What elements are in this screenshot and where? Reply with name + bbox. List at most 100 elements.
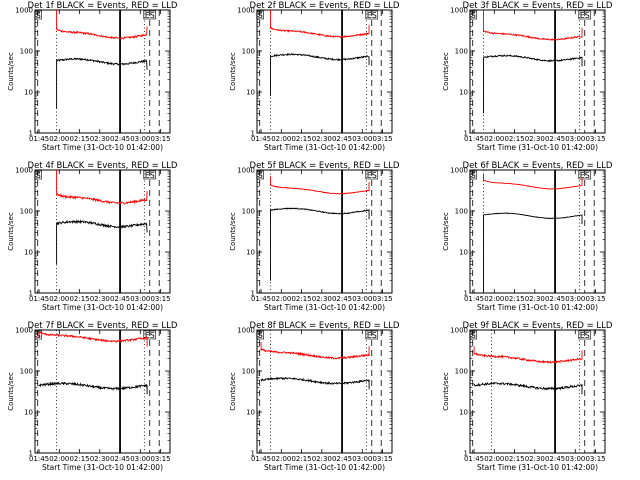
x-tick-label: 02:45 bbox=[110, 455, 130, 463]
x-tick-label: 03:15 bbox=[372, 455, 392, 463]
y-tick-label: 10 bbox=[24, 249, 33, 257]
x-tick-label: 03:00 bbox=[565, 295, 585, 303]
panel-title: Det 9f BLACK = Events, RED = LLD bbox=[463, 321, 613, 331]
start-mark-label: S bbox=[36, 11, 41, 20]
x-tick-label: 02:00 bbox=[49, 295, 69, 303]
x-tick-label: 03:15 bbox=[150, 295, 170, 303]
y-tick-label: 100 bbox=[242, 48, 255, 56]
y-tick-label: 10 bbox=[24, 409, 33, 417]
x-axis-label: Start Time (31-Oct-10 01:42:00) bbox=[477, 303, 598, 312]
panel-det-7: Det 7f BLACK = Events, RED = LLD 1 10 100 10… bbox=[7, 321, 178, 472]
y-tick-label: 1000 bbox=[237, 167, 255, 175]
x-tick-label: 02:45 bbox=[545, 135, 565, 143]
x-tick-label: 02:30 bbox=[312, 295, 332, 303]
start-mark-label: S bbox=[36, 331, 41, 340]
y-tick-label: 1 bbox=[251, 450, 255, 458]
panel-title: Det 4f BLACK = Events, RED = LLD bbox=[28, 161, 178, 171]
y-tick-label: 1 bbox=[464, 130, 468, 138]
x-tick-label: 02:00 bbox=[271, 135, 291, 143]
y-tick-label: 100 bbox=[20, 48, 33, 56]
x-tick-label: 02:00 bbox=[484, 135, 504, 143]
x-axis-label: Start Time (31-Oct-10 01:42:00) bbox=[42, 303, 163, 312]
x-tick-label: 03:00 bbox=[565, 455, 585, 463]
events-series-line bbox=[270, 52, 370, 96]
start-mark-box bbox=[256, 10, 265, 20]
x-tick-label: 03:00 bbox=[130, 455, 150, 463]
end-mark-box bbox=[578, 10, 592, 20]
end-mark-label: ES bbox=[580, 171, 590, 180]
end-mark-box bbox=[143, 10, 157, 20]
end-mark-label: ES bbox=[367, 11, 377, 20]
x-tick-label: 03:00 bbox=[352, 295, 372, 303]
x-tick-label: 02:30 bbox=[90, 135, 110, 143]
start-mark-box bbox=[256, 170, 265, 180]
panel-det-5: Det 5f BLACK = Events, RED = LLD 1 10 100 10… bbox=[229, 161, 400, 312]
plot-frame bbox=[469, 329, 606, 454]
y-tick-label: 10 bbox=[459, 249, 468, 257]
x-tick-label: 03:00 bbox=[352, 455, 372, 463]
x-tick-label: 02:15 bbox=[504, 135, 524, 143]
events-series-line bbox=[38, 381, 148, 395]
y-tick-label: 1000 bbox=[450, 7, 468, 15]
y-tick-label: 1 bbox=[29, 290, 33, 298]
x-tick-label: 02:15 bbox=[69, 135, 89, 143]
y-tick-label: 1 bbox=[464, 450, 468, 458]
x-tick-label: 03:00 bbox=[130, 295, 150, 303]
x-axis-label: Start Time (31-Oct-10 01:42:00) bbox=[264, 463, 385, 472]
start-mark-box bbox=[34, 10, 43, 20]
end-mark-box bbox=[365, 170, 379, 180]
panel-det-1: Det 1f BLACK = Events, RED = LLD 1 10 100 10… bbox=[7, 1, 178, 152]
y-tick-label: 1000 bbox=[450, 327, 468, 335]
end-mark-label: ES bbox=[145, 11, 155, 20]
y-axis-label: Counts/sec bbox=[229, 372, 237, 411]
x-tick-label: 03:15 bbox=[150, 455, 170, 463]
y-tick-label: 10 bbox=[459, 409, 468, 417]
start-mark-box bbox=[256, 330, 265, 340]
x-tick-label: 02:30 bbox=[525, 455, 545, 463]
start-mark-label: S bbox=[471, 171, 476, 180]
lld-series-line bbox=[270, 10, 370, 39]
x-axis-label: Start Time (31-Oct-10 01:42:00) bbox=[477, 143, 598, 152]
x-tick-label: 02:30 bbox=[525, 135, 545, 143]
y-tick-label: 10 bbox=[246, 249, 255, 257]
x-tick-label: 02:45 bbox=[110, 135, 130, 143]
end-mark-box bbox=[578, 170, 592, 180]
y-tick-label: 100 bbox=[242, 368, 255, 376]
end-mark-label: ES bbox=[580, 11, 590, 20]
panel-det-3: Det 3f BLACK = Events, RED = LLD 1 10 100 10… bbox=[442, 1, 613, 152]
end-mark-label: ES bbox=[580, 331, 590, 340]
events-series-line bbox=[260, 376, 370, 390]
y-axis-label: Counts/sec bbox=[7, 372, 15, 411]
x-tick-label: 02:00 bbox=[271, 295, 291, 303]
y-tick-label: 1 bbox=[29, 450, 33, 458]
x-tick-label: 02:00 bbox=[484, 295, 504, 303]
x-tick-label: 02:15 bbox=[504, 455, 524, 463]
x-tick-label: 02:30 bbox=[312, 135, 332, 143]
y-tick-label: 100 bbox=[455, 48, 468, 56]
events-series-line bbox=[56, 57, 148, 109]
y-tick-label: 1 bbox=[251, 130, 255, 138]
panel-title: Det 3f BLACK = Events, RED = LLD bbox=[463, 1, 613, 11]
x-axis-label: Start Time (31-Oct-10 01:42:00) bbox=[477, 463, 598, 472]
y-tick-label: 100 bbox=[20, 368, 33, 376]
y-axis-label: Counts/sec bbox=[229, 212, 237, 251]
x-tick-label: 02:15 bbox=[69, 455, 89, 463]
end-mark-label: ES bbox=[367, 171, 377, 180]
x-tick-label: 03:15 bbox=[372, 295, 392, 303]
plot-frame bbox=[34, 9, 171, 134]
plot-frame bbox=[469, 169, 606, 294]
x-tick-label: 02:15 bbox=[504, 295, 524, 303]
x-tick-label: 03:15 bbox=[150, 135, 170, 143]
x-tick-label: 02:30 bbox=[90, 455, 110, 463]
x-tick-label: 03:00 bbox=[352, 135, 372, 143]
y-tick-label: 100 bbox=[20, 208, 33, 216]
lld-series-line bbox=[260, 342, 370, 360]
y-tick-label: 1000 bbox=[237, 327, 255, 335]
events-series-line bbox=[56, 219, 148, 265]
y-tick-label: 100 bbox=[455, 368, 468, 376]
x-tick-label: 02:00 bbox=[49, 455, 69, 463]
y-axis-label: Counts/sec bbox=[442, 372, 450, 411]
y-tick-label: 10 bbox=[246, 89, 255, 97]
y-tick-label: 10 bbox=[24, 89, 33, 97]
